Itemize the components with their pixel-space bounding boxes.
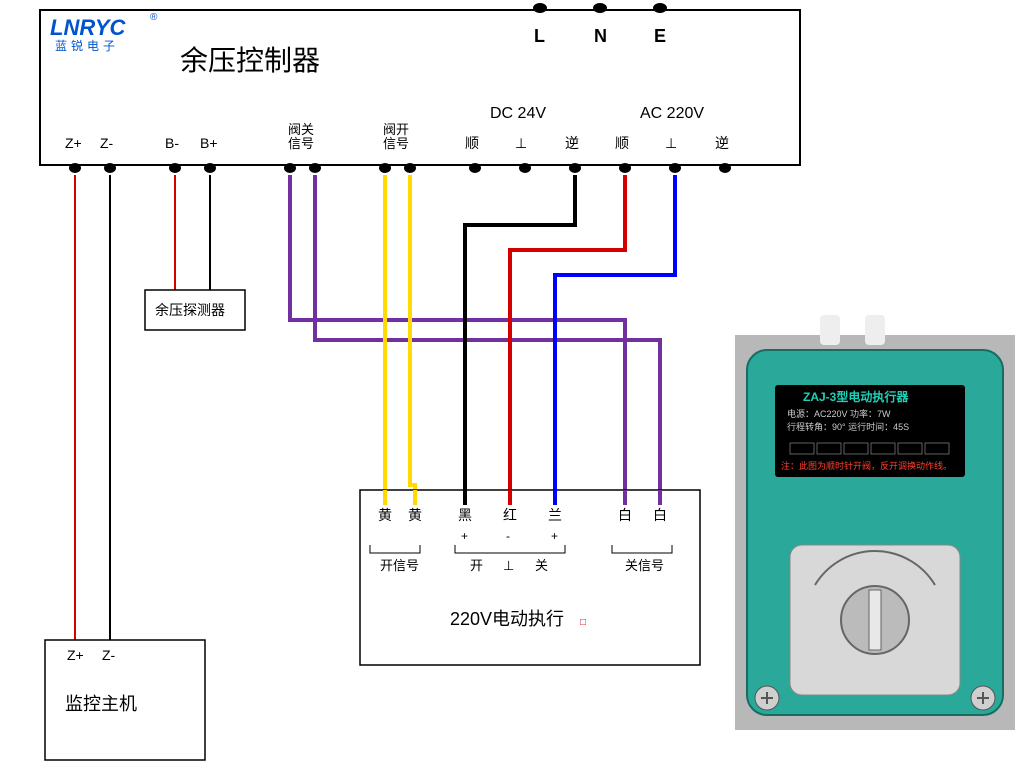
terminal-dc_fwd [469, 163, 481, 173]
svg-text:信号: 信号 [383, 136, 409, 151]
top-terminal-L: L [534, 26, 545, 46]
svg-text:ZAJ-3型电动执行器: ZAJ-3型电动执行器 [803, 389, 909, 404]
actuator-title: 220V电动执行 [450, 609, 564, 629]
svg-text:-: - [506, 529, 510, 543]
actuator-term-lan: 兰 [548, 507, 562, 523]
svg-text:⊥: ⊥ [665, 135, 677, 151]
actuator-term-huang1: 黄 [378, 507, 392, 523]
terminal-ac_rev [719, 163, 731, 173]
svg-text:顺: 顺 [615, 135, 629, 151]
svg-text:B+: B+ [200, 135, 218, 151]
svg-text:逆: 逆 [565, 135, 579, 151]
svg-text:®: ® [150, 12, 158, 23]
svg-text:关信号: 关信号 [625, 558, 664, 573]
actuator-term-huang2: 黄 [408, 507, 422, 523]
terminal-ac_gnd [669, 163, 681, 173]
terminal-B+ [204, 163, 216, 173]
section-label: DC 24V [490, 105, 546, 122]
actuator-term-hong: 红 [503, 507, 517, 523]
terminal-Z+ [69, 163, 81, 173]
actuator-term-bai1: 白 [618, 507, 632, 523]
svg-text:+: + [551, 529, 558, 543]
top-terminal-E: E [654, 26, 666, 46]
svg-text:⊥: ⊥ [515, 135, 527, 151]
svg-text:Z+: Z+ [65, 135, 82, 151]
svg-text:B-: B- [165, 135, 179, 151]
svg-text:信号: 信号 [288, 136, 314, 151]
svg-text:开: 开 [470, 558, 483, 573]
svg-text:阀关: 阀关 [288, 122, 314, 137]
svg-text:□: □ [580, 617, 586, 628]
controller-box [40, 10, 800, 165]
svg-text:行程转角：90° 运行时间：45S: 行程转角：90° 运行时间：45S [787, 421, 909, 432]
section-label: AC 220V [640, 105, 704, 122]
svg-text:电源：AC220V 功率：7W: 电源：AC220V 功率：7W [787, 408, 891, 419]
terminal-open1 [379, 163, 391, 173]
top-terminal-N: N [594, 26, 607, 46]
svg-text:⊥: ⊥ [503, 558, 514, 573]
svg-text:Z+: Z+ [67, 647, 84, 663]
svg-text:蓝锐电子: 蓝锐电子 [55, 39, 119, 53]
terminal-Z- [104, 163, 116, 173]
detector-label: 余压探测器 [155, 302, 225, 318]
terminal-dc_gnd [519, 163, 531, 173]
svg-text:关: 关 [535, 558, 548, 573]
brand-logo: LNRYC [50, 15, 126, 40]
terminal-close1 [284, 163, 296, 173]
actuator-term-hei: 黑 [458, 507, 472, 523]
terminal-dc_rev [569, 163, 581, 173]
svg-text:+: + [461, 529, 468, 543]
wire-open_yellow_2 [410, 175, 415, 490]
svg-text:顺: 顺 [465, 135, 479, 151]
svg-text:阀开: 阀开 [383, 122, 409, 137]
wire-close_purple_2 [315, 175, 660, 490]
svg-text:注：此图为顺时针开阀，反开调换动作线。: 注：此图为顺时针开阀，反开调换动作线。 [781, 460, 952, 471]
terminal-ac_fwd [619, 163, 631, 173]
terminal-close2 [309, 163, 321, 173]
wiring-diagram: LNRYC ® 蓝锐电子 余压控制器 L N E DC 24V AC 220V Z+ Z- B- B+ 阀… [0, 0, 1023, 781]
svg-text:Z-: Z- [102, 647, 116, 663]
terminal-open2 [404, 163, 416, 173]
terminal-B- [169, 163, 181, 173]
svg-text:开信号: 开信号 [380, 558, 419, 573]
wire-ac_fwd_red [510, 175, 625, 490]
svg-text:逆: 逆 [715, 135, 729, 151]
monitor-label: 监控主机 [65, 694, 137, 714]
actuator-term-bai2: 白 [653, 507, 667, 523]
wire-dc_rev_black [465, 175, 575, 490]
controller-title: 余压控制器 [180, 45, 320, 77]
svg-text:Z-: Z- [100, 135, 114, 151]
